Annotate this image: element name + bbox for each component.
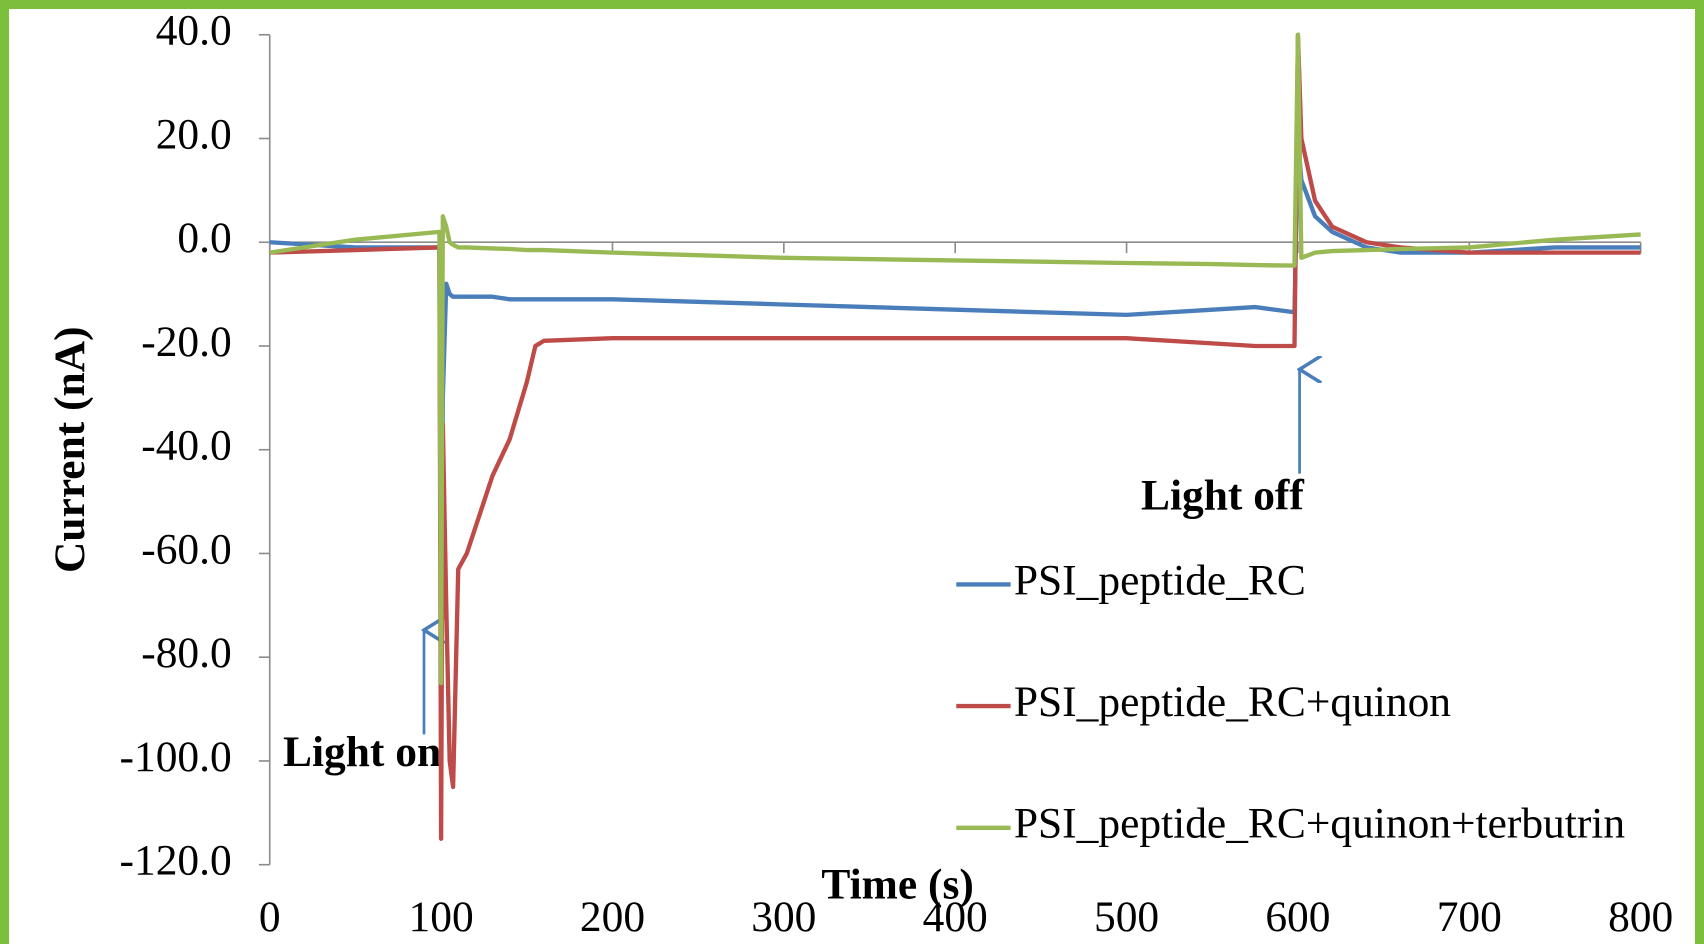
y-tick-label: 40.0: [156, 7, 232, 55]
series-line: [269, 32, 1641, 841]
x-tick-label: 500: [1094, 893, 1159, 941]
series-line: [269, 136, 1641, 686]
x-tick-label: 600: [1265, 893, 1330, 941]
x-tick-label: 200: [580, 893, 645, 941]
slide-background: [9, 9, 1695, 944]
y-tick-label: -60.0: [141, 525, 231, 573]
x-tick-label: 300: [751, 893, 816, 941]
y-tick-label: -100.0: [120, 733, 232, 781]
series-line: [269, 32, 1641, 686]
x-axis-label: Time (s): [821, 861, 973, 909]
x-tick-label: 400: [923, 893, 988, 941]
y-tick-label: 0.0: [177, 214, 231, 262]
y-tick-label: -80.0: [141, 629, 231, 677]
x-tick-label: 0: [259, 893, 281, 941]
y-tick-label: -40.0: [141, 422, 231, 470]
legend-label: PSI_peptide_RC+quinon+terbutrin: [1014, 800, 1626, 848]
y-axis-label: Current (nA): [46, 326, 94, 573]
legend-label: PSI_peptide_RC+quinon: [1014, 678, 1451, 726]
legend-label: PSI_peptide_RC: [1014, 556, 1306, 604]
x-tick-label: 700: [1437, 893, 1502, 941]
x-tick-label: 100: [409, 893, 474, 941]
y-tick-label: 20.0: [156, 110, 232, 158]
y-tick-label: -120.0: [120, 837, 232, 885]
x-tick-label: 800: [1608, 893, 1673, 941]
y-tick-label: -20.0: [141, 318, 231, 366]
annotation: Light off: [1141, 472, 1304, 520]
annotation: Light on: [283, 728, 441, 776]
